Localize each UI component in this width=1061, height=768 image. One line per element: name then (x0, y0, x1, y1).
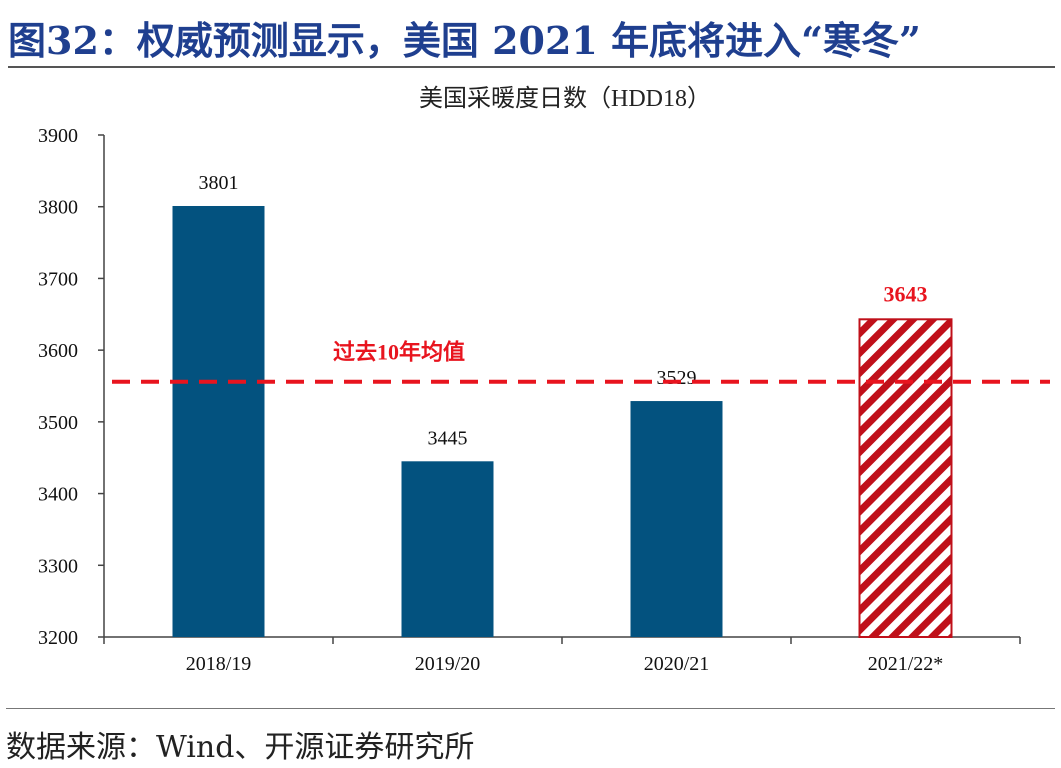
y-tick-label: 3400 (38, 484, 78, 506)
y-tick-label: 3900 (38, 125, 78, 147)
y-tick-label: 3500 (38, 412, 78, 434)
chart-title: 美国采暖度日数（HDD18） (419, 85, 711, 112)
forecast-bar (858, 318, 953, 638)
x-tick-label: 2019/20 (415, 653, 481, 675)
y-tick-label: 3800 (38, 197, 78, 219)
forecast-value-label: 3643 (884, 281, 928, 306)
x-tick-label: 2018/19 (186, 653, 252, 675)
title-rule (8, 66, 1055, 68)
y-tick-label: 3700 (38, 268, 78, 290)
bar (401, 461, 494, 637)
x-tick-label: 2020/21 (644, 653, 710, 675)
source-note: 数据来源：Wind、开源证券研究所 (6, 730, 475, 765)
bar (630, 401, 723, 637)
figure-title: 图32：权威预测显示，美国 2021 年底将进入“寒冬” (8, 18, 921, 63)
y-tick-label: 3200 (38, 627, 78, 649)
y-tick-label: 3600 (38, 340, 78, 362)
y-tick-label: 3300 (38, 555, 78, 577)
bar-value-label: 3529 (657, 367, 697, 389)
bar-value-label: 3445 (428, 427, 468, 449)
bar-value-label: 3801 (199, 172, 239, 194)
x-tick-label: 2021/22* (868, 653, 944, 675)
reference-line-label: 过去10年均值 (333, 340, 465, 365)
plot-area: 3200 3300 3400 3500 3600 3700 3800 3900 3801 2018… (38, 125, 1050, 675)
bar-chart: 美国采暖度日数（HDD18） 3200330034003500360037003… (38, 85, 1050, 675)
source-rule (6, 708, 1055, 709)
bar (172, 205, 265, 638)
